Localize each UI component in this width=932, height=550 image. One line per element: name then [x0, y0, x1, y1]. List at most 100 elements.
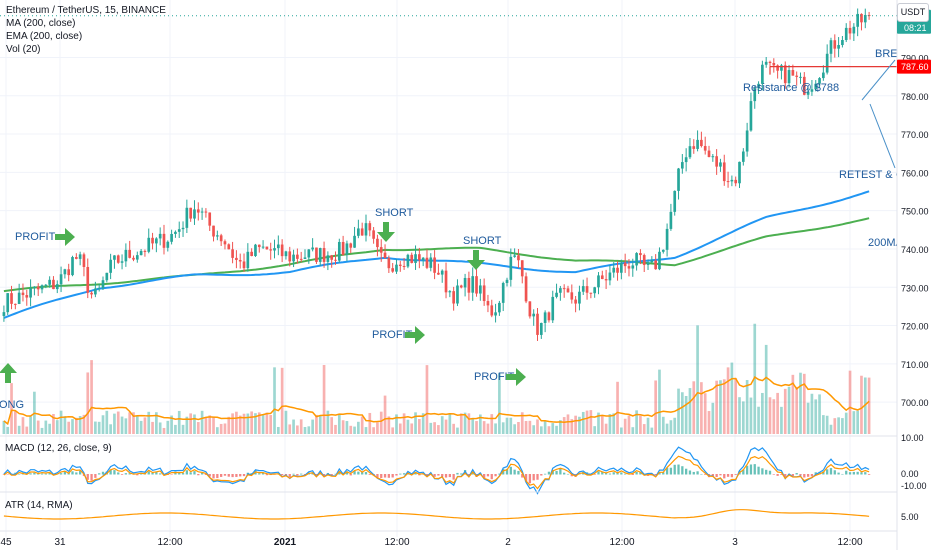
- candle-body: [863, 14, 867, 23]
- macd-bar: [456, 472, 459, 475]
- volume-bar: [166, 420, 170, 434]
- candle-body: [452, 291, 455, 304]
- time-tick-label: 12:00: [384, 537, 409, 548]
- candle-body: [223, 241, 227, 245]
- volume-bar: [326, 410, 330, 434]
- volume-bar: [608, 414, 612, 434]
- macd-bar: [231, 474, 234, 478]
- volume-bar: [780, 406, 783, 434]
- candle-body: [536, 313, 539, 335]
- macd-bar: [806, 474, 810, 477]
- macd-bar: [608, 473, 612, 475]
- candle-body: [410, 254, 414, 263]
- candle-body: [791, 70, 795, 76]
- macd-bar: [101, 471, 105, 475]
- volume-bar: [566, 414, 570, 434]
- candle-body: [661, 249, 665, 252]
- volume-bar: [398, 423, 402, 434]
- candle-body: [772, 62, 776, 66]
- volume-bar: [475, 421, 478, 434]
- volume-bar: [444, 419, 448, 434]
- candle-body: [360, 228, 364, 236]
- candle-body: [269, 249, 273, 251]
- volume-legend[interactable]: Vol (20): [6, 44, 41, 55]
- macd-bar: [696, 471, 699, 475]
- volume-bar: [52, 414, 55, 434]
- volume-bar: [822, 415, 825, 434]
- macd-bar: [624, 473, 627, 475]
- volume-bar: [78, 416, 82, 434]
- candle-body: [799, 76, 802, 78]
- volume-bar: [330, 417, 334, 434]
- candle-body: [467, 277, 471, 293]
- macd-bar: [780, 474, 783, 475]
- resistance-badge: [897, 59, 931, 74]
- macd-bar: [570, 474, 573, 477]
- macd-bar: [155, 471, 158, 475]
- macd-bar: [315, 474, 318, 476]
- volume-bar: [612, 413, 616, 434]
- atr-legend[interactable]: ATR (14, RMA): [5, 500, 73, 511]
- macd-bar: [559, 468, 562, 475]
- candle-body: [867, 14, 871, 16]
- macd-bar: [280, 474, 284, 476]
- ma-legend[interactable]: MA (200, close): [6, 18, 76, 29]
- macd-bar: [444, 474, 448, 478]
- macd-tick-label: -10.00: [901, 481, 927, 491]
- candle-body: [604, 279, 608, 281]
- currency-button[interactable]: USDT: [897, 3, 929, 22]
- candle-body: [315, 247, 318, 262]
- candle-body: [379, 247, 383, 253]
- macd-bar: [147, 471, 150, 475]
- volume-bar: [597, 412, 600, 434]
- volume-bar: [456, 427, 459, 434]
- candle-body: [398, 264, 402, 267]
- macd-bar: [749, 464, 753, 475]
- candle-body: [635, 253, 638, 266]
- resistance-label: Resistance @ $788: [743, 82, 839, 94]
- arrow-down-icon: [377, 222, 395, 242]
- candle-body: [703, 146, 707, 151]
- macd-bar: [723, 474, 726, 479]
- volume-bar: [261, 414, 265, 434]
- price-tick-label: 740.00: [901, 245, 929, 255]
- candle-body: [322, 248, 326, 262]
- candle-body: [829, 40, 833, 54]
- volume-bar: [448, 413, 452, 434]
- time-tick-label: 3: [732, 537, 738, 548]
- macd-bar: [852, 471, 855, 475]
- candle-body: [825, 53, 829, 73]
- macd-bar: [742, 469, 745, 475]
- candle-body: [204, 211, 208, 213]
- macd-bar: [654, 474, 657, 476]
- macd-bar: [498, 473, 501, 475]
- volume-bar: [841, 418, 844, 434]
- macd-bar: [368, 474, 371, 475]
- candle-body: [265, 246, 269, 250]
- volume-bar: [616, 381, 619, 434]
- volume-bar: [200, 410, 204, 434]
- volume-bar: [410, 423, 414, 434]
- volume-bar: [181, 424, 185, 434]
- volume-bar: [10, 383, 13, 434]
- macd-bar: [826, 469, 829, 475]
- macd-bar: [784, 474, 787, 478]
- ema-legend[interactable]: EMA (200, close): [6, 31, 83, 42]
- candle-body: [44, 284, 48, 286]
- volume-bar: [101, 415, 105, 434]
- candle-body: [429, 257, 433, 268]
- ma200-label: 200MA: [868, 237, 904, 249]
- volume-bar: [219, 423, 223, 434]
- time-tick-label: 45: [0, 537, 12, 548]
- volume-bar: [833, 418, 837, 434]
- macd-legend[interactable]: MACD (12, 26, close, 9): [5, 443, 112, 454]
- macd-bar: [768, 470, 772, 475]
- volume-bar: [383, 395, 387, 434]
- macd-bar: [124, 473, 128, 475]
- volume-bar: [254, 413, 257, 434]
- macd-bar: [635, 471, 638, 475]
- macd-bar: [200, 472, 204, 475]
- volume-bar: [162, 427, 166, 434]
- volume-bar: [509, 417, 513, 434]
